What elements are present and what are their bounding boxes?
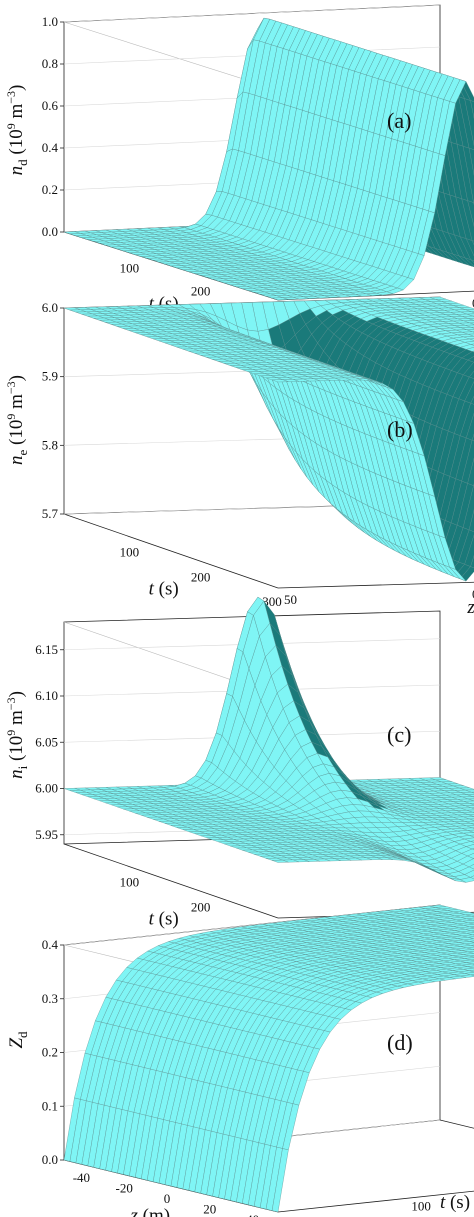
t-tick-label: 100 (120, 545, 140, 560)
panel-label: (c) (387, 722, 411, 747)
value-axis-label: ni (109 m−3) (4, 691, 30, 779)
t-axis-label: t (s) (149, 909, 179, 930)
zvalue-tick-label: 6.10 (35, 688, 58, 703)
z-axis-label: z (m) (466, 597, 474, 618)
surface-facet (470, 259, 474, 263)
panel-d: 0.00.10.20.30.4-40-2002040100200300z (m)… (6, 904, 474, 1217)
panel-label: (a) (387, 108, 411, 133)
zvalue-tick-label: 5.7 (42, 506, 59, 521)
t-tick-label: 100 (120, 875, 140, 890)
value-axis-label: nd (109 m−3) (4, 85, 30, 176)
zvalue-tick-label: 0.0 (42, 224, 58, 239)
t-tick-label: 100 (120, 261, 140, 276)
panel-label: (b) (387, 417, 413, 442)
z-tick-label: 50 (284, 592, 297, 607)
zvalue-tick-label: 0.6 (42, 98, 59, 113)
t-tick-label: 200 (191, 283, 211, 298)
t-tick-label: 200 (191, 569, 211, 584)
zvalue-tick-label: 6.15 (35, 642, 58, 657)
zvalue-tick-label: 5.8 (42, 437, 58, 452)
t-axis-label: t (s) (149, 579, 179, 600)
zvalue-tick-label: 0.8 (42, 56, 58, 71)
zvalue-tick-label: 5.95 (35, 827, 58, 842)
zvalue-tick-label: 6.00 (35, 781, 58, 796)
zvalue-tick-label: 6.05 (35, 734, 58, 749)
value-axis-label: ne (109 m−3) (4, 375, 30, 465)
zvalue-tick-label: 1.0 (42, 14, 58, 29)
zvalue-tick-label: 6.0 (42, 300, 58, 315)
t-tick-label: 200 (191, 899, 211, 914)
surface-facet (272, 297, 289, 301)
zvalue-tick-label: 0.2 (42, 182, 58, 197)
surface-facet (470, 100, 474, 119)
z-tick-label: 0 (472, 296, 474, 311)
zvalue-tick-label: 5.9 (42, 369, 58, 384)
zvalue-tick-label: 0.4 (42, 140, 59, 155)
panel-c: 5.956.006.056.106.15100200300-50050t (s)… (4, 596, 474, 948)
